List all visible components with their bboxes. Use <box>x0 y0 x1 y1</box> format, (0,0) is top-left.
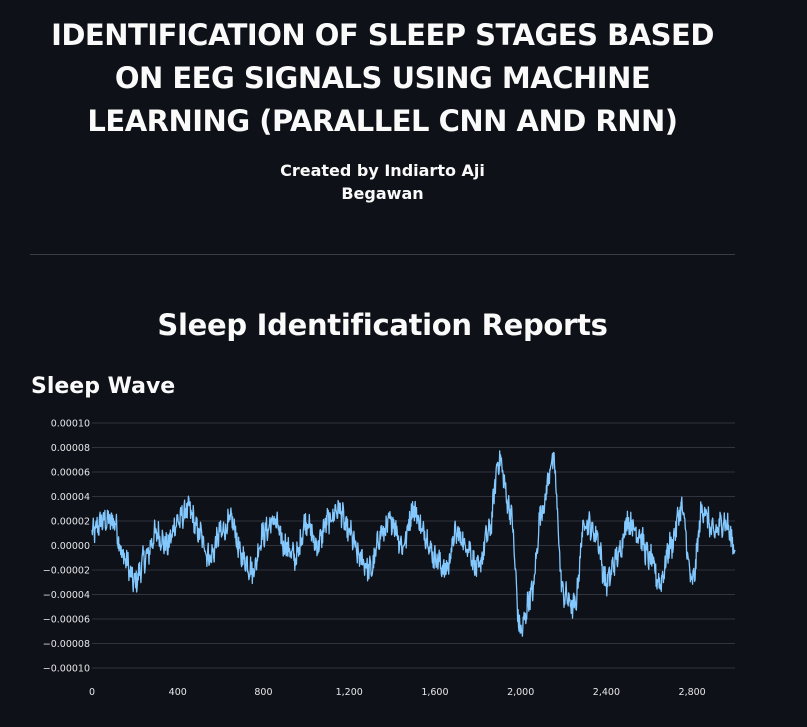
x-tick-label: 1,600 <box>421 687 448 698</box>
app-title: IDENTIFICATION OF SLEEP STAGES BASED ON … <box>51 18 714 138</box>
x-tick-label: 2,000 <box>507 687 534 698</box>
y-tick-label: 0.00008 <box>51 443 90 454</box>
x-tick-label: 2,800 <box>679 687 706 698</box>
y-tick-label: 0.00006 <box>51 468 90 479</box>
section-divider <box>30 254 735 255</box>
x-axis: 0 400 800 1,200 1,600 2,000 2,400 2,800 <box>89 687 706 698</box>
x-tick-label: 0 <box>89 687 95 698</box>
section-title: Sleep Identification Reports <box>157 308 608 342</box>
y-tick-label: 0.00004 <box>51 492 90 503</box>
chart-title: Sleep Wave <box>31 374 176 399</box>
sleep-wave-series-line[interactable] <box>91 450 736 637</box>
y-tick-label: −0.00006 <box>43 615 90 626</box>
y-tick-label: 0.00000 <box>51 541 90 552</box>
author-byline: Created by Indiarto Aji Begawan <box>30 159 735 205</box>
y-tick-label: −0.00002 <box>43 566 90 577</box>
chart-grid <box>92 422 735 669</box>
author-byline-line2: Begawan <box>341 184 424 203</box>
y-tick-label: −0.00008 <box>43 639 90 650</box>
y-tick-label: −0.00004 <box>43 590 90 601</box>
author-byline-line1: Created by Indiarto Aji <box>280 161 485 180</box>
y-tick-label: 0.00002 <box>51 517 90 528</box>
sleep-wave-chart[interactable]: −0.00010 −0.00008 −0.00006 −0.00004 −0.00002… <box>0 410 760 710</box>
x-tick-label: 1,200 <box>336 687 363 698</box>
x-tick-label: 400 <box>169 687 187 698</box>
x-tick-label: 800 <box>254 687 272 698</box>
y-axis: −0.00010 −0.00008 −0.00006 −0.00004 −0.00002… <box>43 419 90 675</box>
x-tick-label: 2,400 <box>593 687 620 698</box>
y-tick-label: −0.00010 <box>43 664 90 675</box>
y-tick-label: 0.00010 <box>51 419 90 430</box>
chart-series <box>91 450 736 637</box>
